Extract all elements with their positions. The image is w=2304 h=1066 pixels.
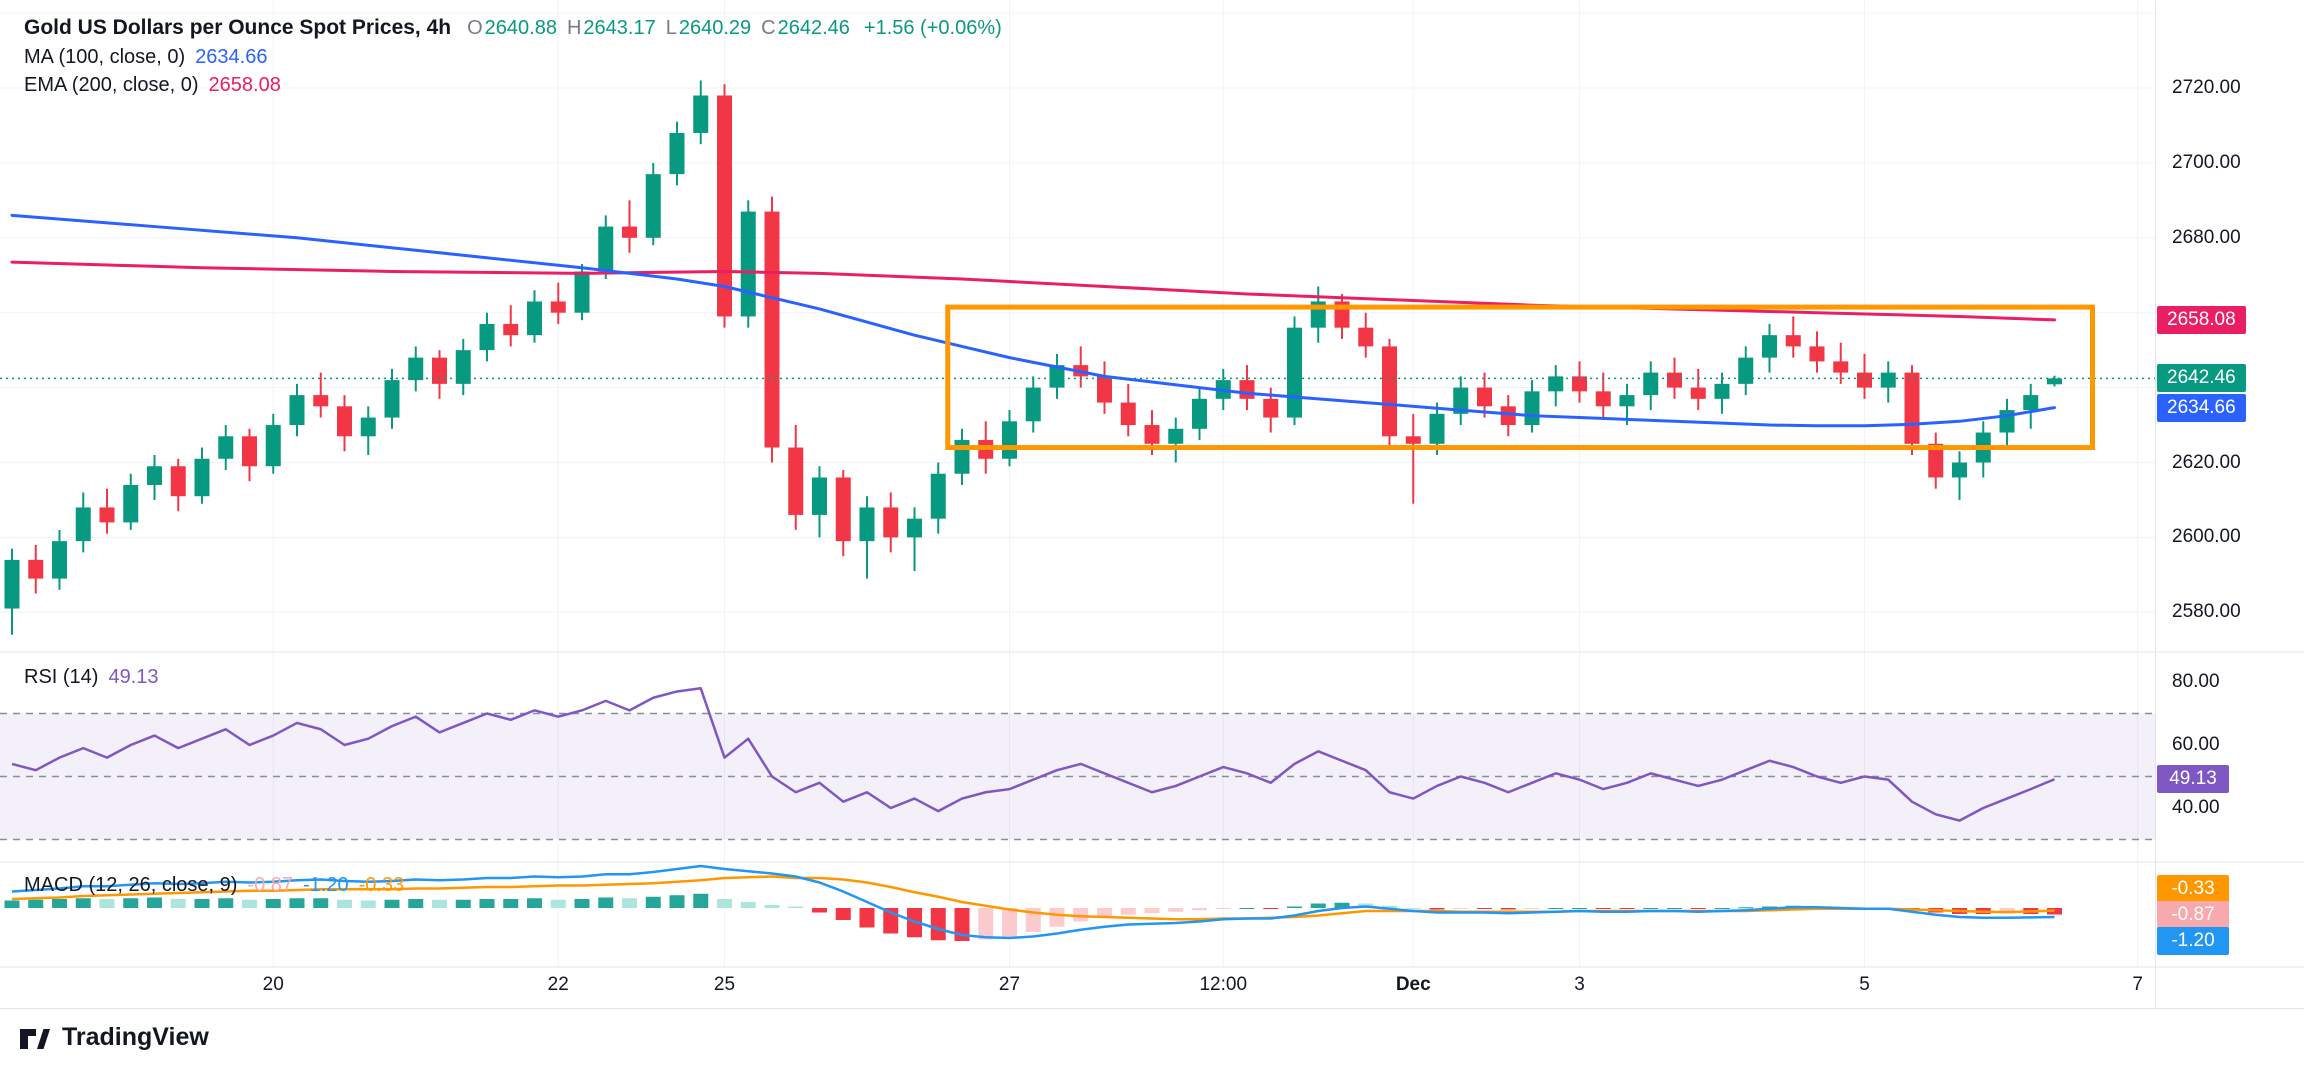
macd-histogram bbox=[4, 893, 2062, 941]
time-axis-label: 12:00 bbox=[1199, 974, 1248, 995]
rsi-band bbox=[0, 712, 2155, 841]
time-axis-label: 7 bbox=[2132, 974, 2143, 995]
tradingview-wordmark: TradingView bbox=[62, 1023, 209, 1051]
time-axis-label: 3 bbox=[1574, 974, 1585, 995]
time-axis-label: 25 bbox=[713, 974, 736, 995]
ma-price-badge: 2634.66 bbox=[2157, 393, 2246, 422]
high-value: 2643.17 bbox=[583, 16, 656, 39]
time-axis-label: Dec bbox=[1395, 974, 1431, 995]
change-value: +1.56 (+0.06%) bbox=[863, 16, 1002, 39]
price-axis-label: 60.00 bbox=[2172, 734, 2220, 755]
rsi-value-badge: 49.13 bbox=[2157, 765, 2229, 794]
symbol-title[interactable]: Gold US Dollars per Ounce Spot Prices, 4… bbox=[24, 16, 452, 39]
low-label: L bbox=[665, 16, 677, 39]
rsi-line bbox=[11, 687, 2055, 822]
rsi-legend[interactable]: RSI (14) 49.13 bbox=[24, 666, 159, 689]
range-rectangle-annotation[interactable] bbox=[945, 304, 2095, 451]
low-value: 2640.29 bbox=[678, 16, 752, 39]
macd-line-value: -1.20 bbox=[303, 874, 349, 896]
macd-signal-value: -0.33 bbox=[358, 874, 405, 896]
macd-line-badge: -1.20 bbox=[2157, 926, 2229, 955]
rsi-value: 49.13 bbox=[108, 666, 159, 688]
macd-label: MACD (12, 26, close, 9) bbox=[24, 874, 238, 896]
ma-legend[interactable]: MA (100, close, 0) 2634.66 bbox=[24, 46, 267, 69]
time-axis-label: 20 bbox=[262, 974, 284, 995]
last-price-badge: 2642.46 bbox=[2157, 364, 2246, 393]
high-label: H bbox=[566, 16, 582, 39]
time-axis-label: 5 bbox=[1859, 974, 1870, 995]
price-axis-label: 2720.00 bbox=[2172, 77, 2241, 98]
price-axis-label: 2620.00 bbox=[2172, 451, 2241, 473]
close-label: C bbox=[761, 16, 776, 39]
macd-histogram-value: -0.87 bbox=[247, 874, 294, 896]
chart-canvas[interactable] bbox=[0, 0, 2304, 1008]
ma-value: 2634.66 bbox=[195, 46, 268, 68]
ema-price-badge: 2658.08 bbox=[2157, 305, 2246, 334]
price-axis-label: 2580.00 bbox=[2172, 601, 2241, 623]
tradingview-logo-icon bbox=[20, 1028, 50, 1049]
time-axis-label: 22 bbox=[547, 974, 569, 995]
ema-legend[interactable]: EMA (200, close, 0) 2658.08 bbox=[24, 74, 281, 97]
macd-lines bbox=[11, 864, 2055, 940]
price-axis-label: 80.00 bbox=[2172, 671, 2220, 692]
price-axis-label: 2680.00 bbox=[2172, 226, 2241, 248]
macd-legend[interactable]: MACD (12, 26, close, 9) -0.87 -1.20 -0.3… bbox=[24, 874, 404, 897]
open-label: O bbox=[467, 16, 483, 39]
ohlc-high: H 2643.17 bbox=[567, 17, 656, 40]
ema-value: 2658.08 bbox=[208, 74, 281, 96]
ma-label: MA (100, close, 0) bbox=[24, 46, 186, 68]
rsi-label: RSI (14) bbox=[24, 666, 99, 688]
price-axis-label: 2600.00 bbox=[2172, 526, 2241, 548]
price-axis-label: 40.00 bbox=[2172, 797, 2220, 818]
footer-bar: TradingView bbox=[0, 1008, 2304, 1066]
pane-dividers bbox=[0, 0, 2304, 1008]
symbol-header: Gold US Dollars per Ounce Spot Prices, 4… bbox=[24, 16, 1002, 40]
ohlc-open: O 2640.88 bbox=[467, 17, 557, 40]
macd-signal-badge: -0.33 bbox=[2157, 874, 2229, 903]
ohlc-close: C 2642.46 bbox=[761, 17, 850, 40]
candlesticks bbox=[4, 80, 2062, 635]
moving-averages bbox=[10, 213, 2056, 428]
price-axis-label: 2700.00 bbox=[2172, 151, 2241, 173]
open-value: 2640.88 bbox=[484, 16, 557, 39]
macd-histogram-badge: -0.87 bbox=[2157, 900, 2229, 929]
time-axis-label: 27 bbox=[998, 974, 1021, 995]
ema-label: EMA (200, close, 0) bbox=[24, 74, 199, 96]
ohlc-low: L 2640.29 bbox=[666, 17, 751, 40]
tradingview-logo[interactable]: TradingView bbox=[18, 1021, 209, 1055]
close-value: 2642.46 bbox=[777, 16, 850, 39]
